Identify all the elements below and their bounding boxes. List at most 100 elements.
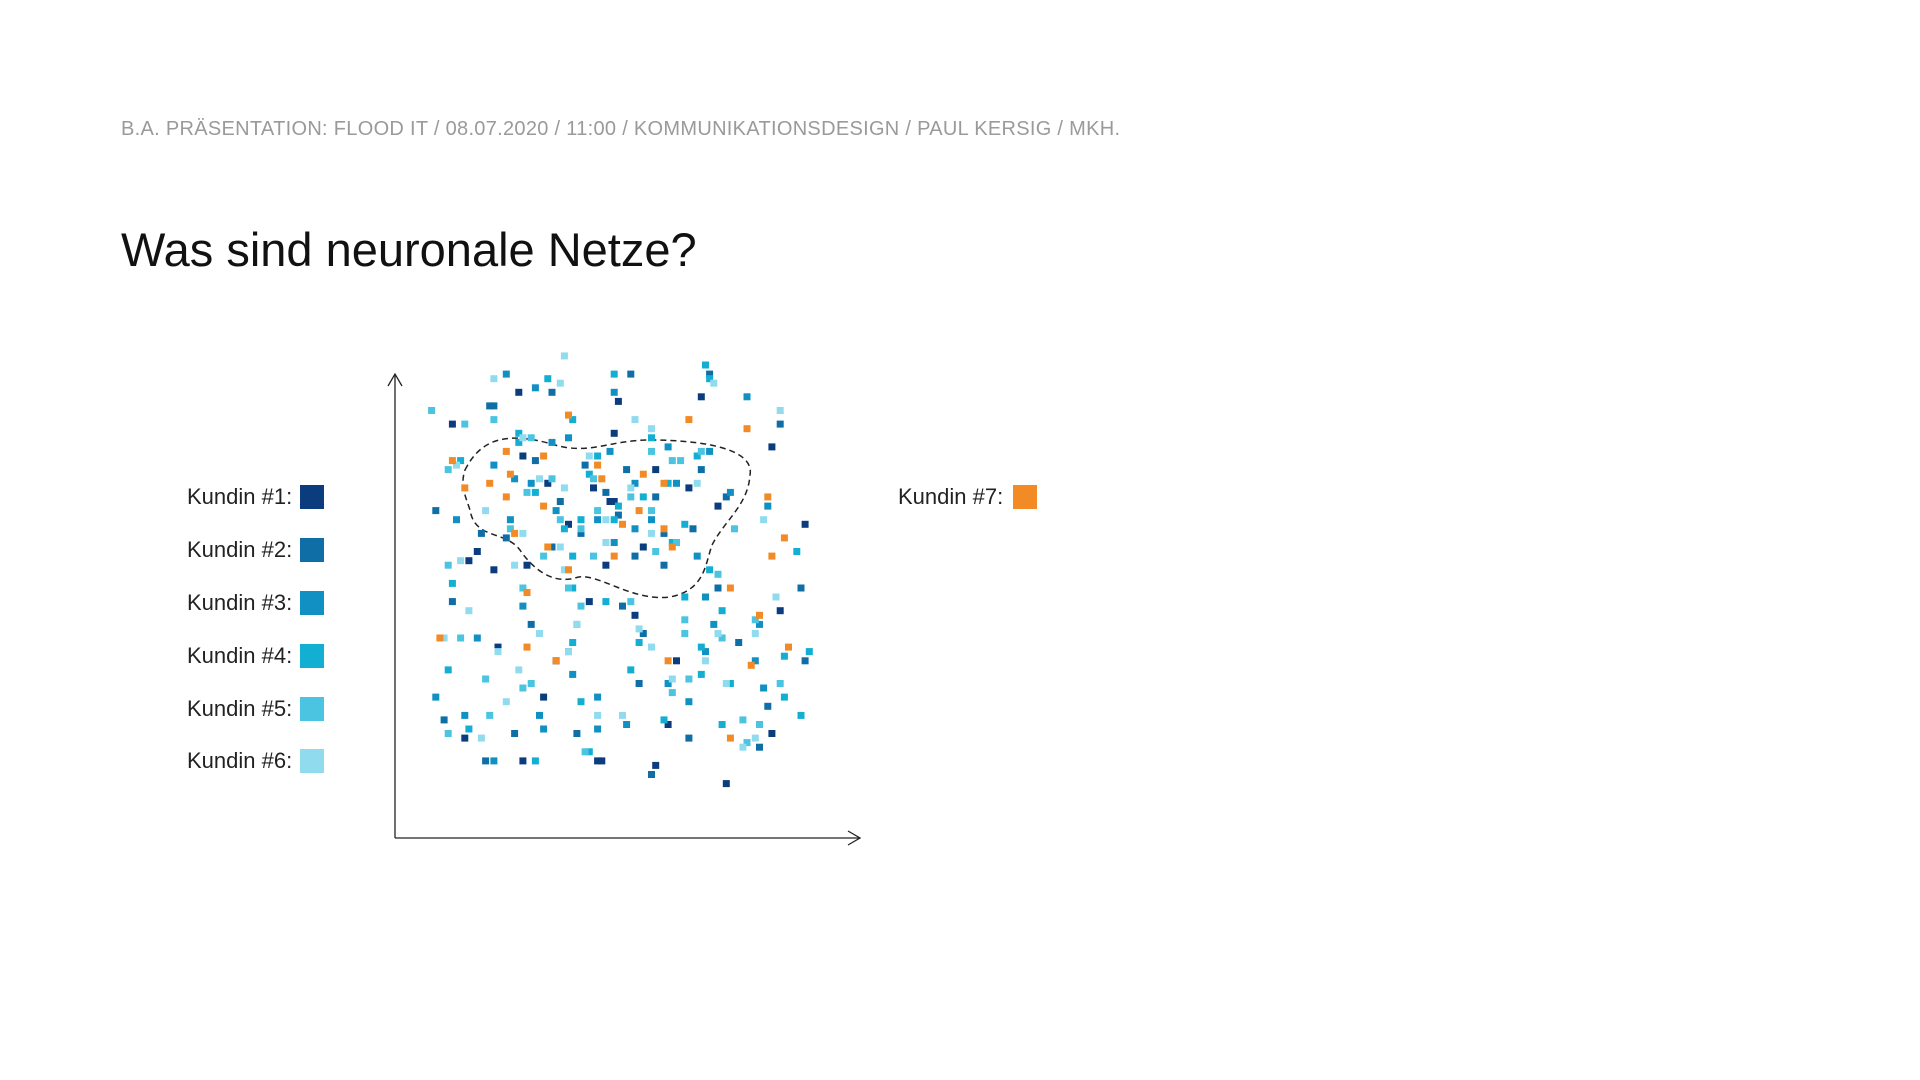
legend-label: Kundin #4: [187, 643, 293, 668]
data-point-kundin-5 [685, 675, 693, 683]
slide-title: Was sind neuronale Netze? [121, 223, 697, 276]
legend-label: Kundin #7: [898, 484, 1004, 509]
data-point-kundin-6 [477, 734, 485, 742]
data-point-kundin-2 [614, 511, 622, 519]
legend-label: Kundin #5: [187, 696, 293, 721]
data-point-kundin-7 [785, 643, 792, 651]
data-point-kundin-1 [652, 466, 660, 474]
data-point-kundin-1 [776, 607, 784, 615]
data-point-kundin-4 [594, 452, 602, 460]
data-point-kundin-2 [502, 534, 510, 542]
data-point-kundin-6 [519, 434, 527, 442]
data-point-kundin-2 [722, 493, 730, 501]
data-point-kundin-6 [602, 516, 610, 524]
data-point-kundin-5 [743, 739, 751, 747]
data-point-kundin-6 [776, 407, 784, 414]
legend-label: Kundin #6: [187, 748, 293, 773]
legend-swatch [300, 697, 324, 721]
legend-item-kundin-4: Kundin #4: [187, 643, 324, 669]
data-point-kundin-2 [440, 716, 448, 724]
data-point-kundin-4 [706, 566, 714, 574]
data-point-kundin-7 [664, 657, 672, 665]
data-point-kundin-5 [681, 616, 689, 624]
data-point-kundin-3 [461, 711, 469, 719]
data-point-kundin-4 [797, 711, 805, 719]
data-point-kundin-6 [648, 425, 655, 433]
axes [387, 372, 862, 846]
data-point-kundin-1 [801, 520, 809, 528]
data-point-kundin-5 [739, 716, 747, 724]
data-point-kundin-4 [602, 598, 610, 606]
data-point-kundin-5 [519, 584, 527, 592]
data-point-kundin-6 [515, 666, 523, 674]
data-point-kundin-5 [648, 507, 655, 515]
data-point-kundin-4 [531, 488, 539, 496]
data-point-kundin-6 [739, 743, 747, 751]
data-point-kundin-4 [702, 361, 709, 369]
data-point-kundin-4 [585, 470, 593, 478]
data-point-kundin-3 [710, 620, 718, 628]
data-point-kundin-6 [490, 375, 498, 383]
data-point-kundin-1 [519, 452, 527, 460]
data-point-kundin-7 [685, 416, 693, 424]
data-point-kundin-4 [610, 516, 618, 524]
legend-swatch [300, 538, 324, 562]
data-point-kundin-5 [519, 684, 527, 692]
data-point-kundin-5 [648, 447, 655, 455]
data-point-kundin-5 [490, 416, 498, 424]
data-point-kundin-6 [560, 352, 568, 360]
data-point-kundin-7 [610, 552, 618, 560]
data-point-kundin-2 [706, 370, 714, 378]
legend-swatch [1013, 485, 1038, 509]
data-point-kundin-5 [548, 475, 556, 483]
legend-item-kundin-3: Kundin #3: [187, 590, 324, 616]
data-point-kundin-4 [531, 757, 539, 765]
data-point-kundin-6 [722, 680, 730, 687]
data-point-kundin-4 [693, 452, 701, 460]
data-point-kundin-3 [623, 721, 631, 728]
data-point-kundin-6 [465, 607, 473, 615]
data-point-kundin-2 [756, 743, 763, 751]
data-point-kundin-5 [506, 525, 514, 533]
data-point-kundin-2 [573, 730, 581, 737]
data-point-kundin-4 [706, 375, 714, 383]
data-point-kundin-7 [523, 589, 531, 596]
data-point-kundin-3 [531, 384, 539, 392]
data-point-kundin-6 [631, 416, 639, 424]
data-point-kundin-7 [743, 425, 751, 433]
data-point-kundin-2 [531, 457, 539, 465]
legend-swatch [300, 485, 324, 509]
data-point-kundin-2 [490, 402, 498, 410]
data-point-kundin-1 [465, 557, 473, 565]
legend-swatch [300, 644, 324, 668]
data-point-kundin-7 [619, 520, 626, 528]
data-point-kundin-7 [639, 470, 647, 478]
data-point-kundin-1 [590, 484, 597, 492]
data-point-kundin-2 [714, 584, 722, 592]
data-point-kundin-2 [477, 529, 485, 537]
data-point-kundin-2 [548, 543, 556, 551]
data-point-kundin-4 [569, 639, 577, 646]
data-point-kundin-2 [527, 620, 535, 628]
data-point-kundin-3 [527, 479, 535, 487]
data-point-kundin-4 [577, 698, 585, 706]
data-point-kundin-7 [502, 493, 510, 501]
data-point-kundin-6 [536, 630, 543, 637]
data-point-kundin-2 [735, 639, 743, 646]
data-point-kundin-1 [494, 643, 502, 651]
data-point-kundin-4 [448, 579, 456, 587]
data-point-kundin-5 [714, 570, 722, 578]
data-point-kundin-5 [718, 634, 726, 642]
data-point-kundin-6 [457, 557, 465, 565]
data-point-kundin-7 [726, 734, 734, 742]
data-point-kundin-3 [664, 443, 672, 451]
data-point-kundin-7 [448, 457, 456, 465]
data-point-kundin-3 [764, 502, 772, 510]
data-point-kundin-3 [502, 370, 510, 378]
data-point-kundin-3 [490, 461, 498, 469]
legend-item-kundin-5: Kundin #5: [187, 696, 324, 722]
data-point-kundin-1 [631, 611, 639, 619]
data-point-kundin-2 [619, 602, 626, 610]
data-point-kundin-5 [627, 598, 635, 606]
